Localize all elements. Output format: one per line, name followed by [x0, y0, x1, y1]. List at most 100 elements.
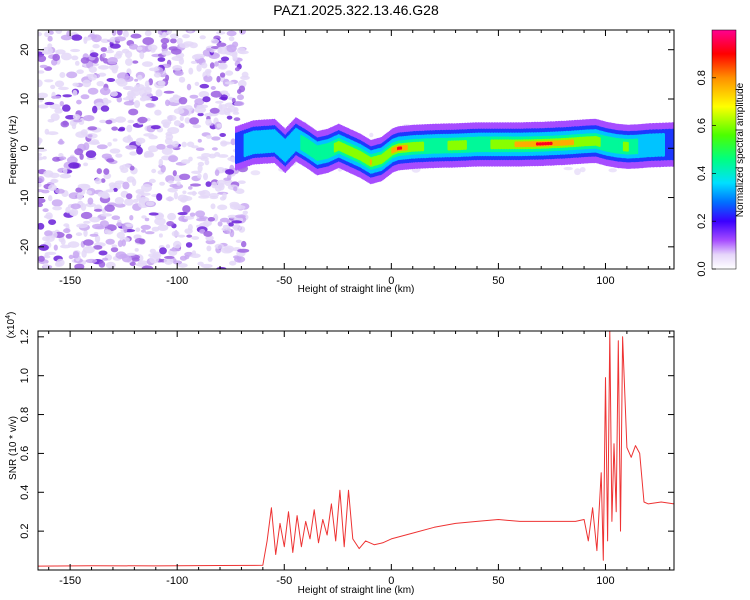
noise-speck [94, 234, 101, 243]
noise-speck [369, 132, 374, 138]
noise-speck [76, 99, 82, 105]
x-tick-label: -50 [276, 575, 292, 587]
noise-speck [114, 180, 125, 185]
noise-speck [224, 81, 235, 85]
noise-speck [101, 192, 110, 199]
track-cell [397, 146, 401, 150]
y-tick-label: 20 [19, 44, 31, 56]
track-cell [407, 142, 410, 153]
noise-speck [132, 198, 139, 203]
noise-speck [116, 96, 123, 103]
noise-speck [237, 94, 244, 101]
noise-speck [60, 121, 70, 128]
track-cell [252, 130, 256, 155]
noise-speck [563, 166, 573, 171]
noise-speck [96, 81, 105, 87]
noise-speck [178, 76, 186, 83]
noise-speck [145, 231, 155, 235]
noise-speck [65, 206, 71, 214]
snr-series-line [38, 331, 674, 567]
noise-speck [77, 192, 83, 201]
noise-speck [217, 154, 229, 158]
noise-speck [200, 263, 213, 269]
noise-speck [220, 141, 232, 145]
noise-speck [203, 75, 213, 83]
noise-speck [100, 38, 110, 43]
noise-speck [85, 258, 98, 264]
noise-speck [59, 173, 72, 179]
y-tick-label: 1.2 [19, 329, 31, 344]
noise-speck [58, 138, 64, 145]
noise-speck [183, 215, 195, 220]
noise-speck [239, 30, 246, 35]
track-cell [670, 128, 674, 161]
track-cell [560, 140, 564, 146]
track-cell [479, 136, 483, 153]
noise-speck [203, 220, 212, 227]
noise-speck [188, 156, 193, 162]
noise-speck [44, 230, 53, 237]
noise-speck [141, 265, 154, 269]
noise-speck [165, 74, 170, 82]
x-tick-label: 0 [388, 275, 394, 287]
noise-speck [95, 226, 106, 230]
chart-title: PAZ1.2025.322.13.46.G28 [273, 2, 439, 18]
noise-speck [68, 254, 74, 260]
noise-speck [124, 58, 133, 66]
noise-speck [207, 217, 215, 222]
track-cell [431, 138, 435, 154]
track-cell [636, 138, 639, 155]
noise-speck [96, 144, 108, 150]
noise-speck [54, 107, 63, 114]
track-cell [418, 141, 422, 152]
colorbar: 0.0 0.2 0.4 0.6 0.8 Normalized spectral ampl… [696, 29, 746, 277]
noise-speck [56, 258, 65, 267]
noise-speck [114, 36, 126, 42]
noise-speck [107, 142, 112, 147]
colorbar-ticks: 0.0 0.2 0.4 0.6 0.8 [696, 70, 716, 277]
noise-speck [219, 62, 227, 69]
noise-speck [72, 89, 78, 97]
noise-speck [38, 92, 48, 99]
y-tick-label: 10 [19, 93, 31, 105]
noise-speck [172, 260, 183, 265]
x-tick-label: -150 [59, 275, 81, 287]
noise-speck [184, 117, 191, 124]
track-cell [648, 133, 653, 158]
noise-speck [153, 72, 161, 78]
noise-speck [128, 108, 139, 116]
track-cell [538, 142, 542, 146]
noise-speck [173, 191, 178, 200]
track-cell [565, 139, 569, 146]
noise-speck [235, 239, 242, 243]
noise-speck [195, 147, 205, 151]
noise-speck [217, 47, 223, 54]
track-cell [477, 136, 481, 153]
noise-speck [76, 69, 84, 74]
noise-speck [166, 30, 172, 35]
track-cell [485, 136, 489, 153]
noise-speck [83, 162, 89, 167]
noise-speck [125, 145, 137, 150]
noise-speck [73, 119, 83, 123]
track-cell [576, 137, 580, 147]
noise-speck [115, 251, 127, 259]
noise-speck [136, 46, 143, 51]
noise-speck [143, 133, 155, 137]
noise-speck [123, 75, 134, 82]
noise-speck [228, 222, 234, 227]
noise-speck [45, 235, 55, 242]
noise-speck [83, 115, 95, 122]
track-cell [474, 136, 478, 153]
track-cell [493, 139, 497, 150]
track-cell [247, 132, 251, 156]
noise-speck [189, 212, 196, 217]
noise-speck [110, 247, 119, 253]
noise-speck [194, 106, 207, 114]
track-cell [254, 130, 259, 154]
track-cell [270, 129, 275, 153]
noise-speck [195, 210, 206, 218]
noise-speck [72, 82, 79, 87]
noise-speck [220, 90, 229, 95]
